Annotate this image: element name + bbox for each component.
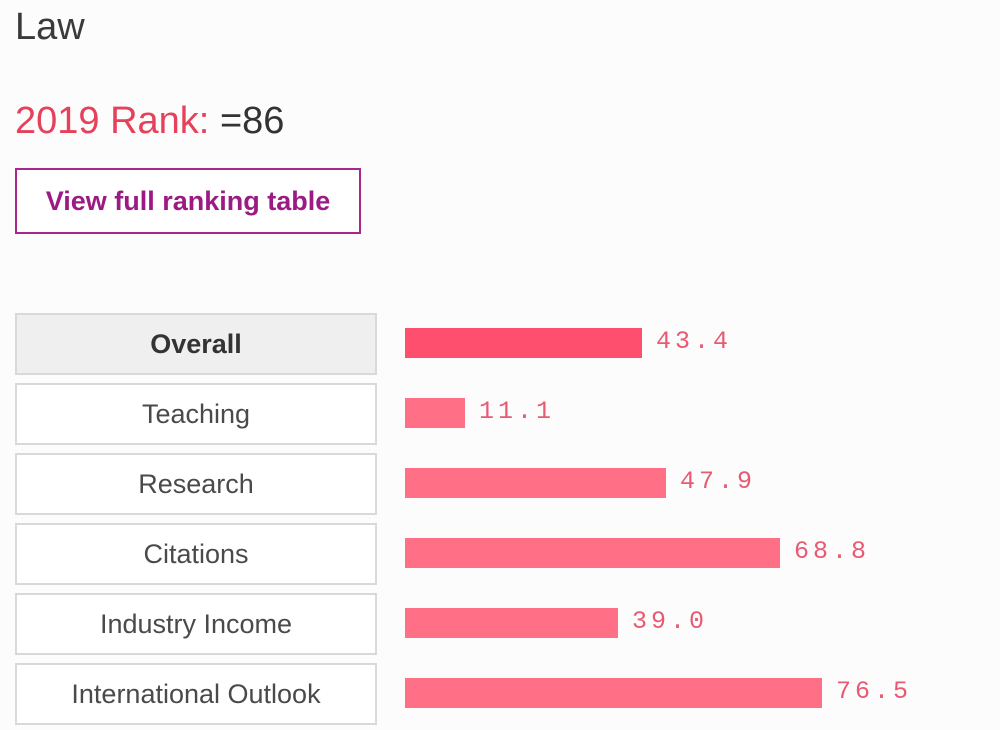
tab-international-outlook[interactable]: International Outlook — [15, 663, 377, 725]
subject-title: Law — [15, 6, 85, 48]
view-full-ranking-button[interactable]: View full ranking table — [15, 168, 361, 234]
bar-row-research: 47.9 — [405, 453, 985, 513]
value-label-overall: 43.4 — [656, 327, 733, 356]
value-label-teaching: 11.1 — [479, 397, 556, 426]
tab-teaching[interactable]: Teaching — [15, 383, 377, 445]
bar-overall — [405, 328, 642, 358]
rank-label: 2019 Rank: — [15, 100, 210, 142]
bar-international-outlook — [405, 678, 822, 708]
tab-research[interactable]: Research — [15, 453, 377, 515]
value-label-research: 47.9 — [680, 467, 757, 496]
tab-industry-income[interactable]: Industry Income — [15, 593, 377, 655]
bar-row-overall: 43.4 — [405, 313, 985, 373]
bar-row-international-outlook: 76.5 — [405, 663, 985, 723]
rank-line: 2019 Rank: =86 — [15, 98, 284, 144]
tab-citations[interactable]: Citations — [15, 523, 377, 585]
bar-industry-income — [405, 608, 618, 638]
bar-research — [405, 468, 666, 498]
bar-row-industry-income: 39.0 — [405, 593, 985, 653]
value-label-industry-income: 39.0 — [632, 607, 709, 636]
bar-row-citations: 68.8 — [405, 523, 985, 583]
tab-overall[interactable]: Overall — [15, 313, 377, 375]
bar-row-teaching: 11.1 — [405, 383, 985, 443]
score-bar-chart: 43.4 11.1 47.9 68.8 39.0 76.5 — [405, 313, 985, 723]
rank-value: =86 — [219, 100, 285, 142]
bar-teaching — [405, 398, 465, 428]
bar-citations — [405, 538, 780, 568]
value-label-international-outlook: 76.5 — [836, 677, 913, 706]
value-label-citations: 68.8 — [794, 537, 871, 566]
